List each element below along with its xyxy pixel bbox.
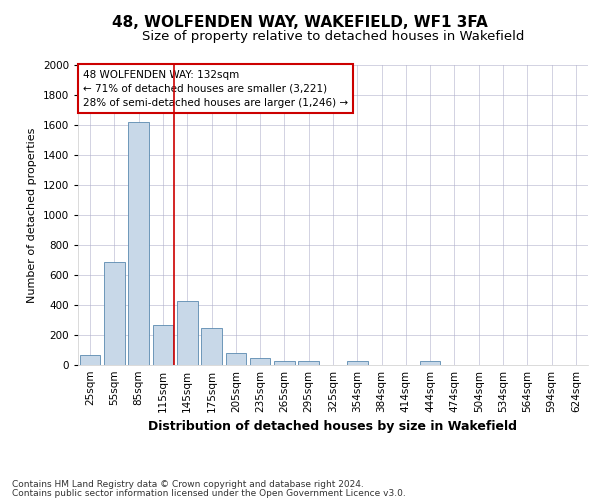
Bar [177, 300, 197, 365]
Bar [420, 361, 440, 365]
Bar [250, 358, 271, 365]
Y-axis label: Number of detached properties: Number of detached properties [27, 128, 37, 302]
Bar [104, 262, 125, 365]
Bar [201, 328, 222, 365]
Text: Contains public sector information licensed under the Open Government Licence v3: Contains public sector information licen… [12, 488, 406, 498]
Bar [226, 353, 246, 365]
Bar [347, 361, 368, 365]
Bar [128, 122, 149, 365]
Title: Size of property relative to detached houses in Wakefield: Size of property relative to detached ho… [142, 30, 524, 43]
Text: Contains HM Land Registry data © Crown copyright and database right 2024.: Contains HM Land Registry data © Crown c… [12, 480, 364, 489]
Text: 48 WOLFENDEN WAY: 132sqm
← 71% of detached houses are smaller (3,221)
28% of sem: 48 WOLFENDEN WAY: 132sqm ← 71% of detach… [83, 70, 348, 108]
Bar [80, 355, 100, 365]
Bar [298, 361, 319, 365]
Text: 48, WOLFENDEN WAY, WAKEFIELD, WF1 3FA: 48, WOLFENDEN WAY, WAKEFIELD, WF1 3FA [112, 15, 488, 30]
Bar [152, 324, 173, 365]
X-axis label: Distribution of detached houses by size in Wakefield: Distribution of detached houses by size … [149, 420, 517, 434]
Bar [274, 361, 295, 365]
